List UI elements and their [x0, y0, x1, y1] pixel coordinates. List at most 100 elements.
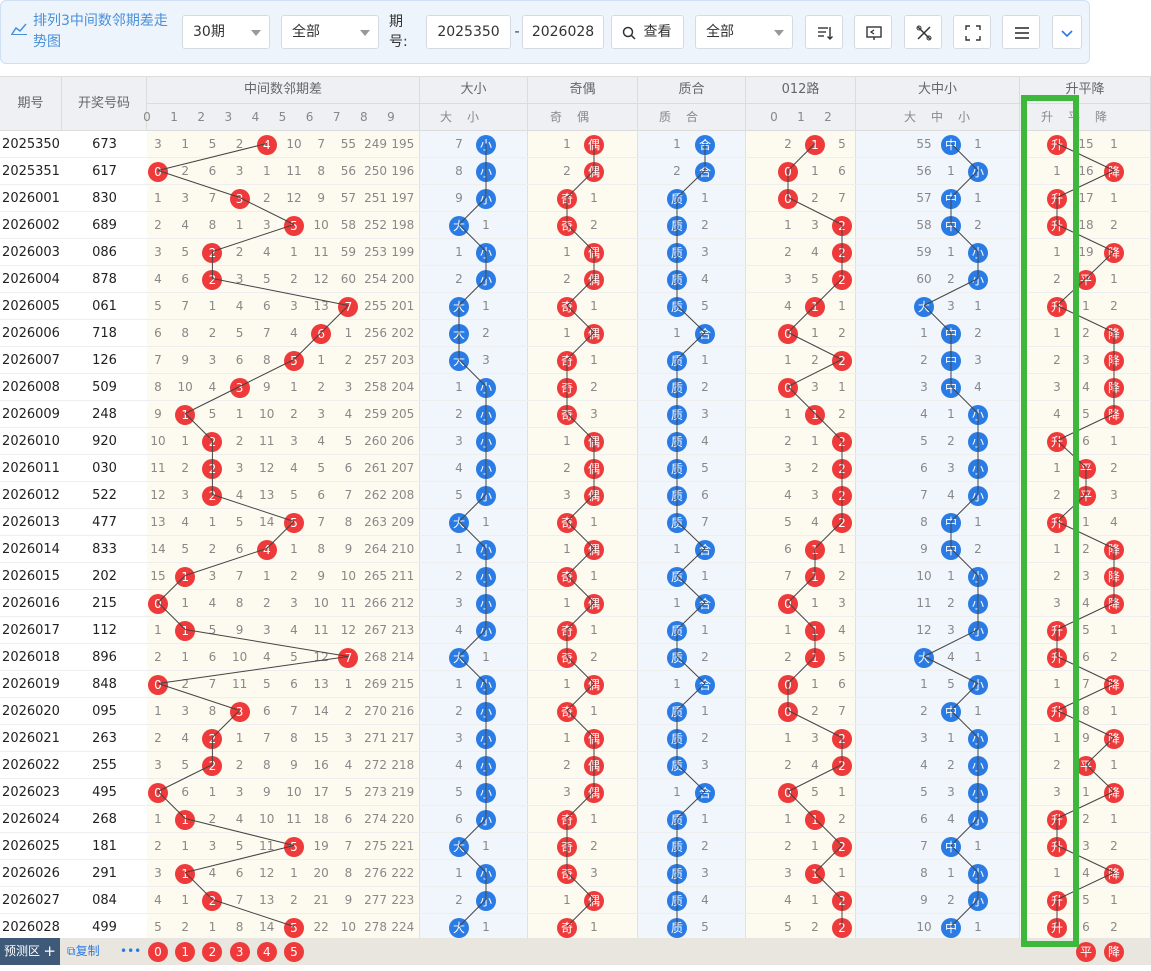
tools-button[interactable] — [904, 15, 942, 49]
period-count-value: 30期 — [193, 24, 225, 40]
sort-button[interactable] — [805, 15, 843, 49]
miss-cell: 200 — [391, 272, 415, 286]
row-divider — [0, 778, 1151, 779]
miss-cell: 1 — [811, 164, 819, 178]
trend-ball: 大 — [449, 215, 469, 236]
menu-button[interactable] — [1002, 15, 1040, 49]
miss-cell: 16 — [1078, 164, 1094, 178]
miss-cell: 11 — [313, 623, 329, 637]
miss-cell: 3 — [181, 704, 189, 718]
miss-cell: 1 — [811, 434, 819, 448]
row-divider — [0, 859, 1151, 860]
miss-cell: 3 — [235, 164, 244, 178]
miss-cell: 3 — [811, 488, 819, 502]
predict-ball[interactable]: 2 — [202, 941, 223, 962]
miss-cell: 4 — [154, 272, 162, 286]
predict-ball[interactable]: 1 — [175, 941, 196, 962]
miss-cell: 1 — [701, 623, 709, 637]
fullscreen-button[interactable] — [953, 15, 991, 49]
miss-cell: 2 — [701, 839, 709, 853]
number-cell: 833 — [92, 542, 117, 557]
miss-cell: 197 — [391, 191, 415, 205]
miss-cell: 1 — [1110, 704, 1118, 718]
miss-cell: 1 — [1053, 164, 1061, 178]
miss-cell: 1 — [482, 218, 490, 232]
expand-button[interactable] — [1052, 15, 1082, 49]
miss-cell: 1 — [455, 245, 463, 259]
trend-ball: 大 — [449, 917, 469, 938]
miss-cell: 203 — [391, 353, 415, 367]
miss-cell: 3 — [482, 353, 490, 367]
miss-cell: 13 — [259, 893, 275, 907]
trend-ball: 2 — [832, 485, 852, 506]
miss-cell: 2 — [262, 191, 271, 205]
miss-cell: 2 — [947, 893, 955, 907]
miss-cell: 211 — [391, 569, 415, 583]
trend-ball: 降 — [1104, 566, 1124, 587]
miss-cell: 1 — [1110, 812, 1118, 826]
trend-ball: 1 — [805, 134, 825, 155]
trend-ball: 质 — [667, 512, 687, 533]
number-cell: 522 — [92, 488, 117, 503]
miss-cell: 2 — [290, 569, 298, 583]
miss-cell: 6 — [344, 461, 353, 475]
trend-ball: 小 — [476, 242, 496, 263]
header-sub-cell: 大 — [439, 110, 452, 124]
filter-select[interactable]: 全部 — [281, 15, 379, 49]
filter2-value: 全部 — [706, 24, 734, 40]
predict-ball[interactable]: 3 — [229, 941, 250, 962]
miss-cell: 220 — [391, 812, 415, 826]
miss-cell: 4 — [181, 731, 189, 745]
miss-cell: 3 — [920, 731, 928, 745]
miss-cell: 7 — [235, 569, 244, 583]
miss-cell: 3 — [1082, 353, 1090, 367]
miss-cell: 3 — [290, 434, 298, 448]
miss-cell: 1 — [838, 542, 846, 556]
miss-cell: 1 — [673, 596, 681, 610]
diff-ball: 1 — [175, 404, 196, 425]
miss-cell: 6 — [920, 461, 928, 475]
search-button[interactable]: 查看 — [611, 15, 684, 49]
issue-cell: 2026013 — [2, 515, 60, 530]
miss-cell: 8 — [344, 866, 353, 880]
predict-fall-ball[interactable]: 降 — [1104, 941, 1124, 962]
miss-cell: 2 — [344, 704, 353, 718]
diff-ball: 0 — [148, 674, 168, 695]
miss-cell: 2 — [154, 839, 162, 853]
screen-button[interactable] — [854, 15, 892, 49]
predict-ball[interactable]: 5 — [284, 941, 304, 962]
header-sub-cell: 6 — [305, 110, 314, 124]
miss-cell: 1 — [784, 623, 792, 637]
filter2-select[interactable]: 全部 — [695, 15, 793, 49]
miss-cell: 5 — [455, 785, 463, 799]
miss-cell: 3 — [1082, 569, 1090, 583]
miss-cell: 10 — [916, 569, 932, 583]
predict-label[interactable]: 预测区 + — [0, 938, 60, 965]
miss-cell: 5 — [947, 677, 955, 691]
miss-cell: 8 — [208, 218, 217, 232]
number-cell: 920 — [92, 434, 117, 449]
miss-cell: 2 — [974, 218, 982, 232]
issue-cell: 2026010 — [2, 434, 60, 449]
period-count-select[interactable]: 30期 — [182, 15, 270, 49]
trend-ball: 小 — [968, 728, 988, 749]
end-period-input[interactable]: 2026028 — [522, 15, 604, 49]
miss-cell: 10 — [340, 920, 357, 934]
diff-ball: 1 — [175, 566, 196, 587]
miss-cell: 214 — [391, 650, 415, 664]
trend-ball: 奇 — [557, 350, 577, 371]
miss-cell: 2 — [563, 461, 571, 475]
predict-ball[interactable]: 4 — [256, 941, 277, 962]
miss-cell: 1 — [974, 191, 982, 205]
miss-cell: 278 — [364, 920, 388, 934]
header-g2: 大小 — [420, 77, 528, 104]
predict-flat-ball[interactable]: 平 — [1076, 941, 1096, 962]
trend-ball: 小 — [476, 458, 496, 479]
miss-cell: 10 — [259, 407, 275, 421]
copy-button[interactable]: ⧉复制 — [67, 938, 100, 965]
start-period-input[interactable]: 2025350 — [426, 15, 511, 49]
row-divider — [0, 751, 1151, 752]
more-button[interactable]: ••• — [120, 944, 142, 958]
predict-ball[interactable]: 0 — [148, 941, 168, 962]
